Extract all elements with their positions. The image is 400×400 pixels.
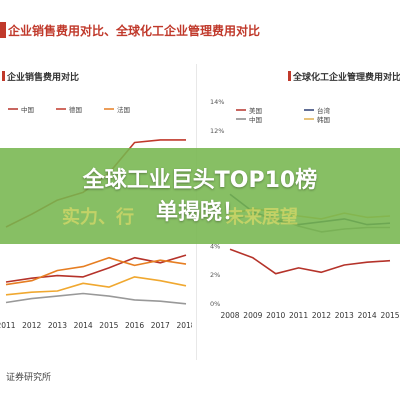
right-x-tick-label: 2011 [289, 311, 308, 320]
right-chart-title-text: 全球化工企业管理费用对比 [293, 73, 400, 83]
left-x-tick-label: 2011 [0, 321, 16, 330]
left-legend-label-1: 德国 [69, 105, 82, 114]
right-x-tick-label: 2015 [380, 311, 399, 320]
faded-subtitle-right: 未来展望 [226, 207, 298, 228]
right-x-tick-label: 2008 [220, 311, 239, 320]
right-x-tick-label: 2014 [358, 311, 377, 320]
left-x-tick-label: 2018 [176, 321, 192, 330]
headline-line-2: 单揭晓！ [155, 200, 244, 225]
left-x-tick-label: 2016 [125, 321, 144, 330]
headline-band [0, 148, 400, 244]
left-legend-label-2: 法国 [117, 105, 130, 114]
left-x-tick-label: 2017 [151, 321, 170, 330]
left-series-line-3 [5, 276, 187, 296]
right-x-tick-label: 2012 [312, 311, 331, 320]
left-series-line-4 [5, 292, 187, 305]
right-y-tick-label: 2% [210, 271, 220, 279]
right-y-tick-label: 14% [210, 98, 224, 106]
source-text: 证券研究所 [6, 373, 52, 383]
left-chart-title-text: 企业销售费用对比 [7, 73, 80, 83]
faded-subtitle-left: 实力、行 [62, 207, 134, 228]
left-legend-label-0: 中国 [21, 105, 34, 114]
source-note: 证券研究所 [6, 370, 51, 383]
right-legend-label-3: 韩国 [317, 115, 330, 124]
right-series-line-0 [229, 248, 391, 275]
right-y-tick-label: 12% [210, 127, 224, 135]
right-x-tick-label: 2009 [243, 311, 262, 320]
right-y-tick-label: 4% [210, 242, 220, 250]
left-series-line-2 [5, 256, 187, 286]
right-x-tick-label: 2010 [266, 311, 285, 320]
header-accent-bar [0, 22, 6, 38]
left-series-line-0 [5, 254, 187, 283]
right-legend-label-2: 中国 [249, 115, 262, 124]
left-x-tick-label: 2014 [74, 321, 93, 330]
right-legend-label-0: 美国 [249, 106, 262, 115]
left-chart-title: 企业销售费用对比 [2, 70, 79, 83]
left-x-tick-label: 2012 [22, 321, 41, 330]
right-chart-title: 全球化工企业管理费用对比 [288, 70, 400, 83]
right-legend-label-1: 台湾 [317, 106, 331, 115]
right-y-tick-label: 0% [210, 300, 220, 308]
left-title-accent [2, 71, 5, 81]
right-x-tick-label: 2013 [335, 311, 354, 320]
left-x-tick-label: 2013 [48, 321, 67, 330]
header-text: 企业销售费用对比、全球化工企业管理费用对比 [8, 24, 261, 38]
headline-line-1: 全球工业巨头TOP10榜 [82, 168, 318, 193]
right-title-accent [288, 71, 291, 81]
left-x-tick-label: 2015 [99, 321, 118, 330]
